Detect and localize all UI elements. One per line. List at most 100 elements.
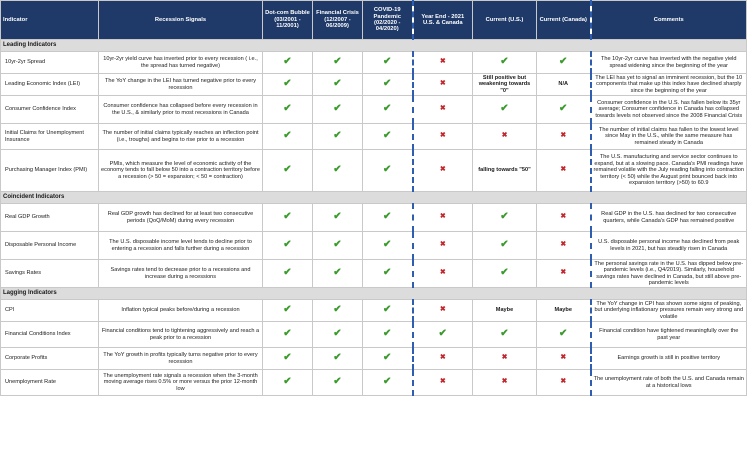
cross-icon: ✖ xyxy=(560,213,567,221)
recession-signal: The YoY change in the LEI has turned neg… xyxy=(98,73,263,96)
header-row: Indicator Recession Signals Dot-com Bubb… xyxy=(0,0,747,40)
header-financial-crisis: Financial Crisis (12/2007 - 06/2009) xyxy=(312,0,363,40)
status-cell-check: ✔ xyxy=(362,299,413,322)
recession-signal: The number of initial claims typically r… xyxy=(98,123,263,150)
status-cell-check: ✔ xyxy=(362,231,413,260)
cross-icon: ✖ xyxy=(439,166,446,174)
indicator-name: Purchasing Manager Index (PMI) xyxy=(0,149,99,192)
status-cell-cross: ✖ xyxy=(472,369,537,396)
check-icon: ✔ xyxy=(283,266,292,278)
status-cell-cross: ✖ xyxy=(411,259,473,288)
status-cell-check: ✔ xyxy=(262,123,313,150)
status-cell-check: ✔ xyxy=(472,95,537,124)
check-icon: ✔ xyxy=(383,77,392,89)
table-row: 10yr-2yr Spread 10yr-2yr yield curve has … xyxy=(0,51,747,74)
check-icon: ✔ xyxy=(383,303,392,315)
recession-signal: Financial conditions tend to tightening … xyxy=(98,321,263,348)
status-cell-check: ✔ xyxy=(362,149,413,192)
status-cell-cross: ✖ xyxy=(472,347,537,370)
cross-icon: ✖ xyxy=(439,241,446,249)
status-cell-check: ✔ xyxy=(312,299,363,322)
status-cell-cross: ✖ xyxy=(536,203,592,232)
cross-icon: ✖ xyxy=(439,58,446,66)
check-icon: ✔ xyxy=(333,327,342,339)
status-cell-check: ✔ xyxy=(536,95,592,124)
check-icon: ✔ xyxy=(333,102,342,114)
status-text: Still positive but weakening towards "0" xyxy=(478,74,531,94)
status-cell-check: ✔ xyxy=(262,95,313,124)
recession-signal: The unemployment rate signals a recessio… xyxy=(98,369,263,396)
status-cell-check: ✔ xyxy=(536,321,592,348)
indicator-name: 10yr-2yr Spread xyxy=(0,51,99,74)
header-covid: COVID-19 Pandemic (02/2020 - 04/2020) xyxy=(362,0,413,40)
status-cell-cross: ✖ xyxy=(411,299,473,322)
cross-icon: ✖ xyxy=(560,241,567,249)
status-cell-check: ✔ xyxy=(362,321,413,348)
comment: The personal savings rate in the U.S. ha… xyxy=(590,259,747,288)
comment: The 10yr-2yr curve has inverted with the… xyxy=(590,51,747,74)
section-row: Leading Indicators xyxy=(0,39,747,52)
recession-signal: Consumer confidence has collapsed before… xyxy=(98,95,263,124)
status-cell-check: ✔ xyxy=(262,203,313,232)
comment: The LEI has yet to signal an imminent re… xyxy=(590,73,747,96)
header-year-end: Year End - 2021 U.S. & Canada xyxy=(411,0,473,40)
status-cell-cross: ✖ xyxy=(411,347,473,370)
indicator-name: Consumer Confidence Index xyxy=(0,95,99,124)
status-cell-check: ✔ xyxy=(312,123,363,150)
status-cell-cross: ✖ xyxy=(411,51,473,74)
indicator-name: Real GDP Growth xyxy=(0,203,99,232)
check-icon: ✔ xyxy=(559,327,568,339)
table-row: Purchasing Manager Index (PMI) PMIs, whic… xyxy=(0,149,747,192)
status-cell-check: ✔ xyxy=(262,259,313,288)
table-row: Leading Economic Index (LEI) The YoY chan… xyxy=(0,73,747,96)
cross-icon: ✖ xyxy=(560,354,567,362)
section-title: Coincident Indicators xyxy=(0,191,747,204)
check-icon: ✔ xyxy=(500,238,509,250)
cross-icon: ✖ xyxy=(439,213,446,221)
status-cell-check: ✔ xyxy=(362,259,413,288)
check-icon: ✔ xyxy=(283,303,292,315)
cross-icon: ✖ xyxy=(439,269,446,277)
check-icon: ✔ xyxy=(283,351,292,363)
comment: The unemployment rate of both the U.S. a… xyxy=(590,369,747,396)
comment: The U.S. manufacturing and service secto… xyxy=(590,149,747,192)
status-cell-cross: ✖ xyxy=(536,149,592,192)
check-icon: ✔ xyxy=(333,303,342,315)
check-icon: ✔ xyxy=(500,102,509,114)
table-body: Leading Indicators 10yr-2yr Spread 10yr-2y… xyxy=(0,39,747,396)
table-row: Savings Rates Savings rates tend to decre… xyxy=(0,259,747,288)
status-cell-check: ✔ xyxy=(312,95,363,124)
indicator-name: Unemployment Rate xyxy=(0,369,99,396)
status-cell-cross: ✖ xyxy=(536,347,592,370)
comment: Financial condition have tightened meani… xyxy=(590,321,747,348)
indicator-name: Savings Rates xyxy=(0,259,99,288)
check-icon: ✔ xyxy=(500,266,509,278)
status-cell-check: ✔ xyxy=(312,231,363,260)
header-comments: Comments xyxy=(590,0,747,40)
check-icon: ✔ xyxy=(333,129,342,141)
indicator-name: Leading Economic Index (LEI) xyxy=(0,73,99,96)
comment: The YoY change in CPI has shown some sig… xyxy=(590,299,747,322)
status-text: N/A xyxy=(558,81,569,88)
cross-icon: ✖ xyxy=(560,378,567,386)
status-cell-check: ✔ xyxy=(472,51,537,74)
check-icon: ✔ xyxy=(383,375,392,387)
table-row: Consumer Confidence Index Consumer confid… xyxy=(0,95,747,124)
indicator-name: CPI xyxy=(0,299,99,322)
table-row: Unemployment Rate The unemployment rate s… xyxy=(0,369,747,396)
check-icon: ✔ xyxy=(383,129,392,141)
check-icon: ✔ xyxy=(383,327,392,339)
status-cell-check: ✔ xyxy=(262,321,313,348)
status-cell-cross: ✖ xyxy=(411,149,473,192)
status-cell-check: ✔ xyxy=(312,369,363,396)
check-icon: ✔ xyxy=(383,351,392,363)
status-cell-check: ✔ xyxy=(362,347,413,370)
status-text: falling towards "50" xyxy=(478,167,531,174)
recession-signal: The U.S. disposable income level tends t… xyxy=(98,231,263,260)
table-row: Real GDP Growth Real GDP growth has decli… xyxy=(0,203,747,232)
status-cell-check: ✔ xyxy=(312,51,363,74)
comment: Consumer confidence in the U.S. has fall… xyxy=(590,95,747,124)
status-cell-check: ✔ xyxy=(411,321,473,348)
indicator-name: Corporate Profits xyxy=(0,347,99,370)
